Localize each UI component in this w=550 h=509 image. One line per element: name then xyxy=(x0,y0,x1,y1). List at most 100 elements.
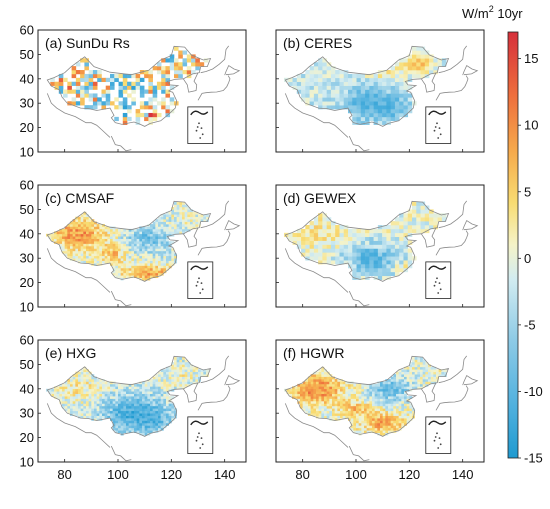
grid-cell xyxy=(394,85,400,90)
grid-cell xyxy=(110,386,113,390)
grid-cell xyxy=(120,243,124,247)
grid-cell xyxy=(150,415,153,419)
grid-cell xyxy=(91,246,95,249)
grid-cell xyxy=(166,253,169,257)
grid-cell xyxy=(75,241,79,244)
grid-cell xyxy=(394,221,400,226)
grid-cell xyxy=(128,253,132,257)
coastline xyxy=(420,227,437,248)
grid-cell xyxy=(390,112,396,118)
grid-cell xyxy=(48,388,52,392)
grid-cell xyxy=(310,396,314,399)
grid-cell xyxy=(380,388,383,392)
grid-cell xyxy=(407,97,413,102)
grid-cell xyxy=(305,101,310,106)
grid-cell xyxy=(166,374,169,377)
grid-cell xyxy=(334,413,338,416)
grid-cell xyxy=(350,410,354,414)
grid-cell xyxy=(326,413,330,416)
grid-cell xyxy=(168,403,172,407)
grid-cell xyxy=(127,73,132,79)
grid-cell xyxy=(425,381,429,385)
grid-cell xyxy=(326,232,332,238)
grid-cell xyxy=(102,410,105,414)
grid-cell xyxy=(107,403,111,407)
grid-cell xyxy=(86,221,89,225)
grid-cell xyxy=(393,401,397,404)
grid-cell xyxy=(406,415,410,419)
grid-cell xyxy=(144,105,149,110)
grid-cell xyxy=(99,379,103,382)
grid-cell xyxy=(356,97,362,102)
grid-cell xyxy=(171,228,175,232)
grid-cell xyxy=(390,408,394,412)
grid-cell xyxy=(75,216,79,220)
grid-cell xyxy=(369,396,373,399)
grid-cell xyxy=(163,383,167,387)
grid-cell xyxy=(135,120,141,125)
grid-cell xyxy=(356,260,362,265)
grid-cell xyxy=(373,271,379,277)
grid-cell xyxy=(127,105,132,110)
grid-cell xyxy=(406,371,410,375)
grid-cell xyxy=(152,418,156,421)
grid-cell xyxy=(122,73,128,79)
grid-cell xyxy=(136,248,140,252)
grid-cell xyxy=(369,415,373,419)
grid-cell xyxy=(318,410,322,414)
grid-cell xyxy=(433,366,437,370)
grid-cell xyxy=(131,393,135,397)
y-tick-label: 20 xyxy=(20,430,34,445)
grid-cell xyxy=(160,386,164,390)
grid-cell xyxy=(316,415,319,419)
grid-cell xyxy=(407,85,413,90)
grid-cell xyxy=(296,77,302,83)
grid-cell xyxy=(75,221,79,225)
grid-cell xyxy=(88,105,94,110)
grid-cell xyxy=(385,430,389,434)
grid-cell xyxy=(388,427,391,431)
grid-cell xyxy=(326,415,330,419)
grid-cell xyxy=(155,425,159,429)
grid-cell xyxy=(107,250,111,254)
grid-cell xyxy=(166,403,169,407)
grid-cell xyxy=(322,105,327,110)
grid-cell xyxy=(353,391,357,394)
grid-cell xyxy=(122,116,128,122)
grid-cell xyxy=(203,369,207,373)
grid-cell xyxy=(163,386,167,390)
grid-cell xyxy=(377,256,383,261)
grid-cell xyxy=(366,422,370,426)
grid-cell xyxy=(305,252,310,257)
grid-cell xyxy=(168,253,172,257)
grid-cell xyxy=(67,388,71,392)
grid-cell xyxy=(120,263,124,266)
grid-cell xyxy=(67,224,71,227)
grid-cell xyxy=(120,383,124,387)
grid-cell xyxy=(88,388,92,392)
grid-cell xyxy=(184,209,188,213)
grid-cell xyxy=(83,224,87,227)
grid-cell xyxy=(75,393,79,397)
grid-cell xyxy=(166,405,169,409)
grid-cell xyxy=(147,415,151,419)
grid-cell xyxy=(88,258,92,261)
grid-cell xyxy=(168,265,172,269)
grid-cell xyxy=(288,77,293,83)
grid-cell xyxy=(84,105,89,110)
grid-cell xyxy=(374,388,378,392)
grid-cell xyxy=(48,236,52,239)
grid-cell xyxy=(388,396,391,399)
grid-cell xyxy=(139,238,143,242)
grid-cell xyxy=(358,386,362,390)
grid-cell xyxy=(401,396,405,399)
grid-cell xyxy=(144,263,148,266)
grid-cell xyxy=(318,213,323,218)
grid-cell xyxy=(382,388,386,392)
coastline xyxy=(348,445,370,462)
grid-cell xyxy=(118,415,121,419)
grid-cell xyxy=(326,217,332,222)
grid-cell xyxy=(321,408,325,412)
grid-cell xyxy=(416,70,421,75)
